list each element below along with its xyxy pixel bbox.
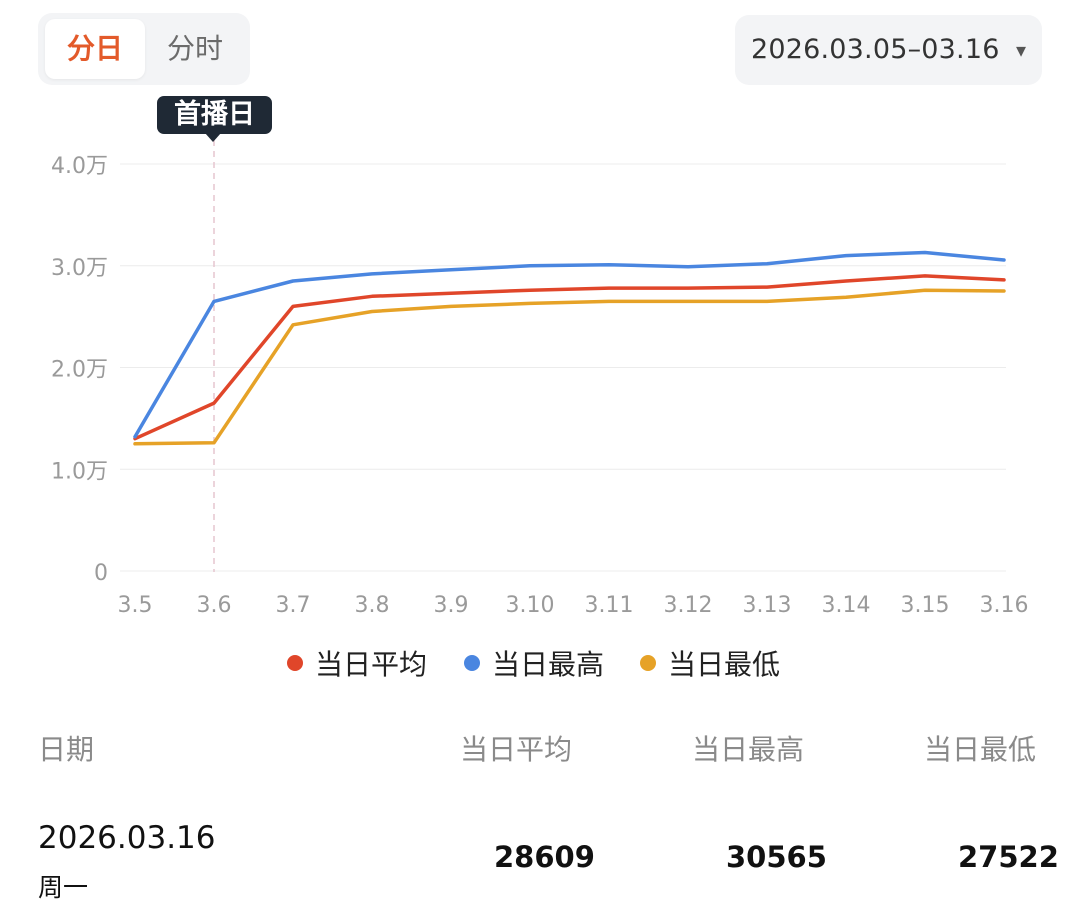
x-tick-label: 3.9	[434, 593, 469, 618]
x-tick-label: 3.6	[197, 593, 232, 618]
x-tick-label: 3.10	[506, 593, 555, 618]
table-header-high: 当日最高	[692, 733, 805, 766]
x-tick-label: 3.7	[276, 593, 311, 618]
legend-label-high: 当日最高	[492, 648, 605, 681]
tab-hourly[interactable]: 分时	[166, 32, 223, 65]
table-header-low: 当日最低	[924, 733, 1037, 766]
x-tick-label: 3.12	[664, 593, 713, 618]
legend-item-low[interactable]: 当日最低	[640, 640, 780, 690]
legend-item-avg[interactable]: 当日平均	[287, 640, 427, 690]
row-weekday: 周一	[38, 873, 89, 902]
x-tick-label: 3.14	[822, 593, 871, 618]
row-low: 27522	[958, 840, 1059, 874]
table-header-date: 日期	[38, 733, 95, 766]
x-tick-label: 3.11	[585, 593, 634, 618]
legend-item-high[interactable]: 当日最高	[464, 640, 604, 690]
series-line-low	[133, 288, 1006, 446]
row-avg: 28609	[494, 840, 595, 874]
chart-legend: 当日平均 当日最高 当日最低	[0, 640, 1080, 690]
legend-label-low: 当日最低	[668, 648, 781, 681]
row-high: 30565	[726, 840, 827, 874]
premiere-day-tooltip: 首播日	[157, 96, 272, 134]
table-header-avg: 当日平均	[460, 733, 573, 766]
caret-down-icon: ▾	[1015, 38, 1026, 62]
y-tick-label: 3.0万	[51, 256, 108, 281]
y-tick-label: 4.0万	[51, 154, 108, 179]
y-tick-label: 2.0万	[51, 358, 108, 383]
legend-label-avg: 当日平均	[315, 648, 428, 681]
date-range-label: 2026.03.05–03.16	[751, 34, 1000, 65]
x-tick-label: 3.5	[118, 593, 153, 618]
y-tick-label: 1.0万	[51, 459, 108, 484]
granularity-toggle: 分日 分时	[38, 13, 250, 85]
x-tick-label: 3.8	[355, 593, 390, 618]
tab-daily[interactable]: 分日	[45, 19, 145, 79]
y-tick-label: 0	[94, 561, 108, 586]
x-tick-label: 3.13	[743, 593, 792, 618]
legend-dot-avg	[287, 655, 303, 671]
line-chart: 0 1.0万 2.0万 3.0万 4.0万 3.5 3.6 3.7 3.8 3.9 3.10 3.11…	[51, 140, 1029, 618]
legend-dot-high	[464, 655, 480, 671]
x-tick-label: 3.15	[901, 593, 950, 618]
series-line-avg	[133, 274, 1006, 441]
legend-dot-low	[640, 655, 656, 671]
x-tick-label: 3.16	[980, 593, 1029, 618]
series-line-high	[133, 250, 1006, 439]
date-range-picker[interactable]: 2026.03.05–03.16 ▾	[735, 15, 1042, 85]
row-date: 2026.03.16	[38, 820, 216, 856]
tooltip-arrow	[205, 133, 221, 142]
